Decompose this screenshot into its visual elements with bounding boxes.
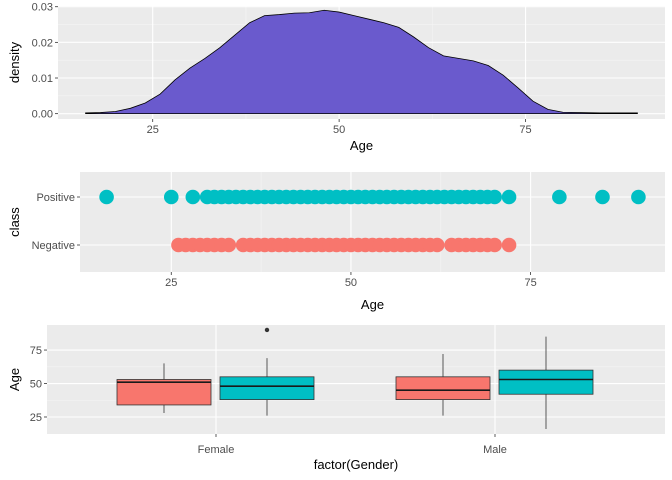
density-x-axis-title: Age: [350, 138, 373, 153]
scatter-y-tick-label: Positive: [36, 192, 75, 204]
scatter-point-positive: [487, 189, 502, 205]
scatter-x-axis: 25 50 75: [165, 272, 537, 289]
density-chart: 0.00 0.01 0.02 0.03 25 50 75 Age density: [7, 2, 665, 153]
scatter-y-axis-title: class: [7, 207, 22, 237]
boxplot-y-axis: 25 50 75: [30, 345, 47, 424]
scatter-point-positive: [185, 189, 201, 205]
scatter-points: [99, 189, 646, 253]
box-female-negative: [116, 363, 212, 413]
density-x-tick-label: 75: [519, 124, 531, 136]
boxplot-boxes: [116, 327, 594, 430]
box-body: [395, 376, 491, 400]
box-body: [116, 379, 212, 406]
scatter-x-tick-label: 50: [345, 277, 357, 289]
boxplot-y-tick-label: 75: [30, 345, 42, 357]
scatter-point-negative: [221, 237, 237, 253]
boxplot-x-tick-label: Male: [483, 444, 507, 456]
density-area: [85, 9, 638, 115]
density-y-axis: 0.00 0.01 0.02 0.03: [32, 2, 58, 121]
box-body: [219, 376, 315, 400]
scatter-point-positive: [595, 189, 610, 205]
box-female-positive: [219, 327, 315, 416]
density-x-tick-label: 50: [333, 124, 345, 136]
scatter-point-negative: [429, 237, 445, 253]
density-y-tick-label: 0.00: [32, 109, 53, 121]
scatter-x-tick-label: 25: [165, 277, 177, 289]
scatter-point-positive: [552, 189, 567, 205]
scatter-panel-background: [80, 172, 665, 272]
box-body: [498, 369, 594, 395]
scatter-x-axis-title: Age: [361, 297, 384, 312]
box-male-positive: [498, 336, 594, 430]
boxplot-x-axis: Female Male: [198, 434, 507, 456]
boxplot-y-tick-label: 50: [30, 379, 42, 391]
boxplot-x-axis-title: factor(Gender): [314, 457, 399, 472]
boxplot-y-axis-title: Age: [7, 368, 22, 391]
boxplot-x-tick-label: Female: [198, 444, 235, 456]
box-outlier: [264, 327, 270, 333]
scatter-y-tick-label: Negative: [32, 240, 75, 252]
density-y-axis-title: density: [7, 41, 22, 83]
scatter-point-positive: [631, 189, 646, 205]
scatter-point-positive: [163, 189, 179, 205]
boxplot-y-tick-label: 25: [30, 412, 42, 424]
gender-boxplot-chart: 25 50 75 Female Male factor(Gender) Age: [7, 325, 665, 472]
density-y-tick-label: 0.03: [32, 2, 53, 14]
density-x-axis: 25 50 75: [147, 119, 532, 136]
density-x-tick-label: 25: [147, 124, 159, 136]
scatter-point-negative: [487, 237, 502, 253]
scatter-point-negative: [501, 237, 517, 253]
density-y-tick-label: 0.02: [32, 37, 53, 49]
class-scatter-chart: Positive Negative 25 50 75 Age class: [7, 172, 665, 312]
scatter-point-positive: [99, 189, 114, 205]
scatter-point-positive: [501, 189, 517, 205]
scatter-x-tick-label: 75: [524, 277, 536, 289]
density-y-tick-label: 0.01: [32, 73, 53, 85]
box-male-negative: [395, 354, 491, 416]
scatter-y-axis: Positive Negative: [32, 192, 80, 252]
